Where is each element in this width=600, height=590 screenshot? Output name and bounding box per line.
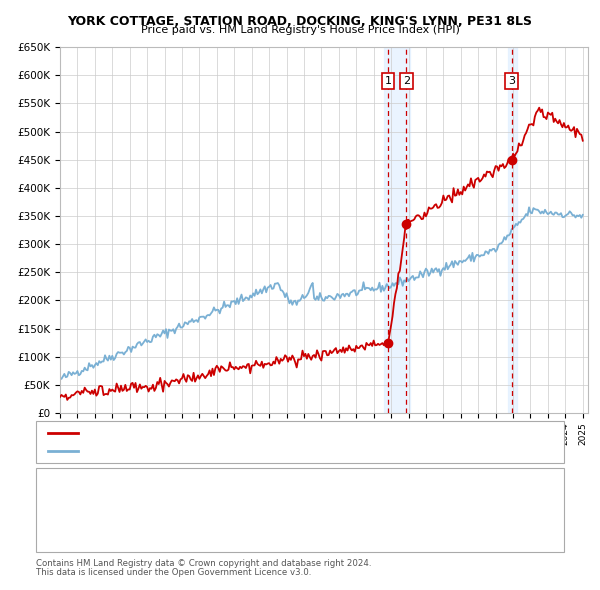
Text: HPI: Average price, detached house, King's Lynn and West Norfolk: HPI: Average price, detached house, King… [84,447,398,455]
Text: 14-NOV-2014: 14-NOV-2014 [105,505,175,514]
Text: 2: 2 [47,505,55,514]
Text: 04-DEC-2020: 04-DEC-2020 [105,532,174,542]
Text: 3: 3 [47,532,55,542]
Text: Price paid vs. HM Land Registry's House Price Index (HPI): Price paid vs. HM Land Registry's House … [140,25,460,35]
Text: This data is licensed under the Open Government Licence v3.0.: This data is licensed under the Open Gov… [36,568,311,577]
Text: 41% ↓ HPI: 41% ↓ HPI [378,481,433,491]
Text: 2: 2 [403,76,410,86]
Text: 42% ↑ HPI: 42% ↑ HPI [378,532,433,542]
Text: £450,000: £450,000 [258,532,307,542]
Text: Contains HM Land Registry data © Crown copyright and database right 2024.: Contains HM Land Registry data © Crown c… [36,559,371,568]
Text: 45% ↑ HPI: 45% ↑ HPI [378,505,433,514]
Text: YORK COTTAGE, STATION ROAD, DOCKING, KING'S LYNN, PE31 8LS: YORK COTTAGE, STATION ROAD, DOCKING, KIN… [67,15,533,28]
Bar [508,47,517,413]
Text: £125,000: £125,000 [258,481,307,491]
Bar [384,47,410,413]
Text: YORK COTTAGE, STATION ROAD, DOCKING, KING'S LYNN, PE31 8LS (detached house): YORK COTTAGE, STATION ROAD, DOCKING, KIN… [84,428,484,437]
Text: 30-OCT-2013: 30-OCT-2013 [105,481,173,491]
Text: 1: 1 [47,481,55,491]
Text: 1: 1 [385,76,392,86]
Text: £335,000: £335,000 [258,505,307,514]
Text: 3: 3 [508,76,515,86]
